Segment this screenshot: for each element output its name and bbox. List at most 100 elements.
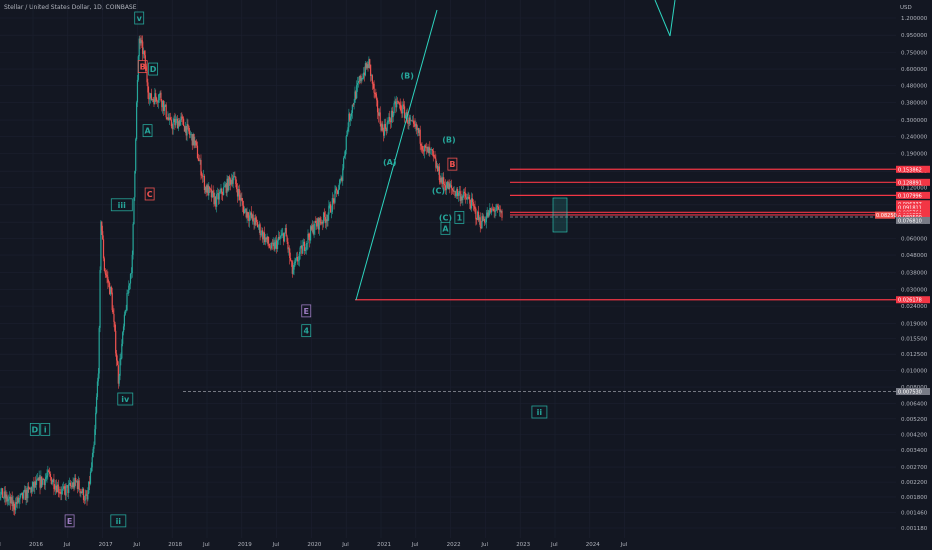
candle-body [305,243,307,250]
candle-body [135,139,137,172]
candle-body [284,228,286,233]
candle-body [308,233,310,238]
candle-body [200,160,202,176]
candle-body [217,193,219,200]
candle-body [244,208,246,210]
candle-body [424,145,427,148]
price-levels [183,168,896,392]
candle-body [162,100,164,108]
x-tick-label: 2018 [168,542,182,548]
candle-body [495,210,497,212]
candle-body [123,314,126,327]
candle-body [142,51,145,54]
candle-body [498,209,500,210]
candle-body [457,189,459,196]
candle-body [8,498,10,501]
candle-body [4,491,6,499]
y-tick-label: 0.030000 [901,288,928,294]
candle-body [233,176,235,178]
y-tick-label: 0.001800 [901,495,928,501]
candle-body [368,59,370,68]
candle-body [489,208,491,211]
candle-body [437,165,439,171]
candle-body [167,117,169,120]
candle-body [30,488,32,493]
candle-body [185,126,187,136]
candle-body [223,186,226,188]
candle-body [483,218,485,221]
candle-body [367,64,369,68]
y-tick-label: 0.750000 [901,51,928,57]
candle-body [288,248,290,250]
candle-body [12,501,14,507]
candle-body [478,217,480,221]
candle-body [396,101,398,108]
candle-body [207,185,209,196]
candle-body [75,481,78,482]
y-tick-label: 0.004200 [901,432,928,438]
candle-body [352,104,354,106]
candle-body [23,489,25,492]
candle-body [73,482,75,488]
candle-body [210,189,213,198]
candle-body [313,229,315,234]
candle-body [0,491,2,498]
candle-body [196,145,199,159]
candle-body [102,239,105,259]
candle-body [403,106,406,119]
candle-body [89,481,91,484]
candle-body [363,72,365,79]
trend-lines [355,0,676,301]
candle-body [405,112,407,116]
candle-body [238,188,240,195]
candle-body [296,256,299,262]
candle-body [376,100,379,113]
candle-body [90,467,92,472]
candle-body [291,261,293,274]
candle-body [488,210,490,217]
candle-body [38,476,40,481]
candle-body [258,224,260,227]
candle-body [490,208,493,213]
candle-body [264,237,266,243]
candle-body [60,492,62,495]
candle-body [457,192,460,196]
candle-body [242,200,244,206]
wave-label-box [110,514,127,528]
candle-body [463,191,465,196]
wave-label-box [447,157,458,171]
candle-body [29,488,32,490]
candle-body [266,236,268,240]
candle-body [269,247,272,249]
candle-body [46,475,48,478]
candle-body [400,104,402,112]
wave-label: A [144,127,151,136]
x-tick-label: 2023 [516,542,530,548]
candle-body [54,489,56,490]
candle-body [27,486,29,499]
candle-body [297,260,300,262]
candle-body [116,360,119,366]
candle-body [256,222,259,228]
candle-body [309,237,311,241]
candle-body [310,226,313,230]
candle-body [189,134,192,136]
candle-body [283,232,286,242]
candle-body [387,121,389,123]
candle-body [447,181,449,190]
candle-body [10,497,12,504]
candle-body [28,486,30,488]
candle-body [42,479,44,485]
candle-body [3,491,5,498]
candle-body [35,479,38,485]
candle-body [154,93,156,105]
candle-body [375,94,377,97]
candle-body [136,79,139,103]
candle-body [395,101,397,108]
candle-body [467,196,469,198]
wave-label: (B) [400,71,413,80]
candle-body [482,216,484,221]
candle-body [427,146,429,154]
candle-body [445,187,447,191]
